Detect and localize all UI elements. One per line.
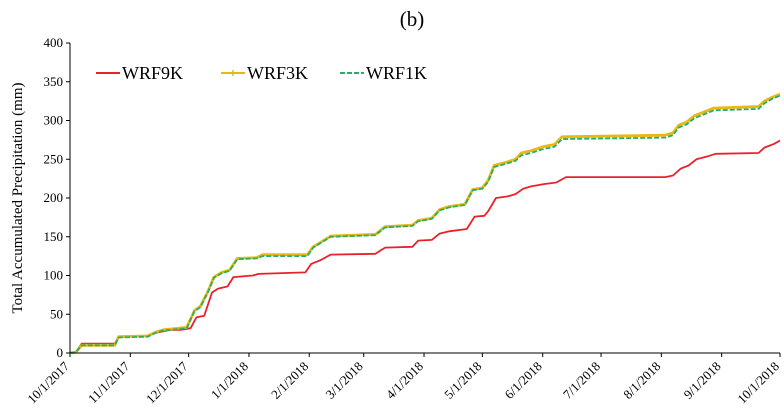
y-tick-label: 350 — [44, 74, 64, 89]
x-tick-label: 10/1/2017 — [24, 358, 72, 406]
x-tick-label: 5/1/2018 — [441, 359, 484, 402]
series-line-wrf3k — [69, 92, 781, 355]
axes — [69, 43, 780, 354]
x-tick-label: 4/1/2018 — [383, 359, 426, 402]
x-tick-label: 12/1/2017 — [143, 358, 191, 406]
y-tick-label: 200 — [44, 190, 64, 205]
y-tick-label: 0 — [57, 345, 64, 360]
y-tick-label: 50 — [50, 306, 63, 321]
legend-label-wrf9k: WRF9K — [122, 63, 183, 83]
y-tick-label: 100 — [44, 268, 64, 283]
series-line-wrf9k — [69, 139, 781, 354]
y-tick-label: 250 — [44, 151, 64, 166]
series-line-wrf1k — [69, 94, 781, 354]
x-tick-label: 1/1/2018 — [208, 359, 251, 402]
y-tick-label: 400 — [44, 35, 64, 50]
y-tick-label: 150 — [44, 229, 64, 244]
x-tick-label: 7/1/2018 — [560, 359, 603, 402]
series-layer — [69, 92, 781, 355]
x-tick-label: 9/1/2018 — [680, 359, 723, 402]
x-tick-label: 3/1/2018 — [323, 359, 366, 402]
legend-label-wrf3k: WRF3K — [247, 63, 308, 83]
x-tick-label: 11/1/2017 — [85, 358, 133, 406]
legend: WRF9K WRF3K WRF1K — [96, 63, 427, 83]
y-axis-ticks: 0 50 100 150 200 250 300 350 400 — [44, 35, 70, 360]
chart-title: (b) — [400, 7, 425, 31]
x-tick-label: 8/1/2018 — [620, 359, 663, 402]
x-tick-label: 2/1/2018 — [268, 359, 311, 402]
y-axis-title: Total Accumulated Precipitation (mm) — [10, 83, 26, 314]
x-axis-ticks: 10/1/2017 11/1/2017 12/1/2017 1/1/2018 2/1/2… — [24, 353, 782, 406]
x-tick-label: 10/1/2018 — [734, 359, 782, 407]
y-tick-label: 300 — [44, 113, 64, 128]
x-tick-label: 6/1/2018 — [502, 359, 545, 402]
legend-label-wrf1k: WRF1K — [366, 63, 427, 83]
